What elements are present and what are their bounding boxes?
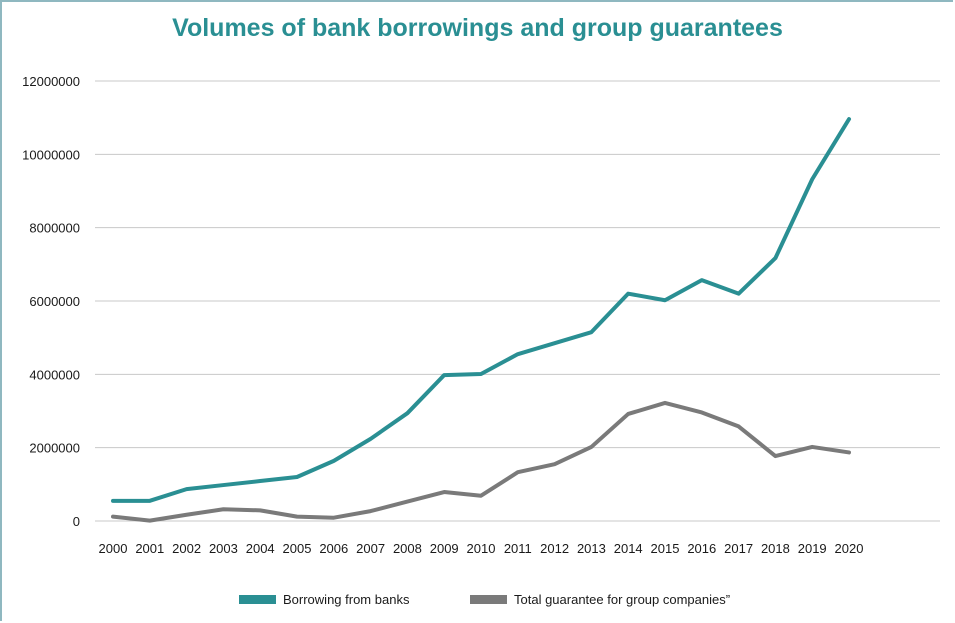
y-tick-label: 6000000 xyxy=(29,294,80,309)
x-tick-label: 2017 xyxy=(724,541,753,556)
data-point xyxy=(517,354,518,355)
x-tick-label: 2014 xyxy=(614,541,643,556)
legend-label: Total guarantee for group companies” xyxy=(514,592,730,607)
x-tick-label: 2011 xyxy=(504,541,532,556)
y-tick-label: 0 xyxy=(73,514,80,529)
data-point xyxy=(665,300,666,301)
x-tick-label: 2010 xyxy=(467,541,496,556)
x-tick-label: 2009 xyxy=(430,541,459,556)
data-point xyxy=(444,492,445,493)
x-tick-label: 2012 xyxy=(540,541,569,556)
data-point xyxy=(260,481,261,482)
data-point xyxy=(113,516,114,517)
y-tick-label: 2000000 xyxy=(29,441,80,456)
gridlines xyxy=(95,80,940,522)
data-point xyxy=(297,477,298,478)
x-tick-label: 2000 xyxy=(99,541,128,556)
y-tick-label: 8000000 xyxy=(29,221,80,236)
data-point xyxy=(370,511,371,512)
data-point xyxy=(333,517,334,518)
data-point xyxy=(812,446,813,447)
x-tick-label: 2020 xyxy=(835,541,864,556)
data-point xyxy=(407,413,408,414)
series-line-0 xyxy=(111,117,851,503)
data-point xyxy=(775,258,776,259)
data-point xyxy=(554,464,555,465)
data-point xyxy=(701,412,702,413)
data-point xyxy=(849,119,850,120)
data-point xyxy=(149,520,150,521)
data-point xyxy=(591,446,592,447)
series-lines xyxy=(111,117,851,523)
data-point xyxy=(775,456,776,457)
legend-label: Borrowing from banks xyxy=(283,592,410,607)
x-axis-ticks: 2000 2001 2002 2003 2004 2005 2006 2007 2008 2009… xyxy=(99,541,864,556)
data-point xyxy=(186,514,187,515)
data-point xyxy=(260,510,261,511)
data-point xyxy=(444,375,445,376)
x-tick-label: 2018 xyxy=(761,541,790,556)
data-point xyxy=(738,426,739,427)
data-point xyxy=(849,452,850,453)
legend-swatch xyxy=(239,595,276,604)
chart-title: Volumes of bank borrowings and group gua… xyxy=(172,14,783,42)
x-tick-label: 2004 xyxy=(246,541,275,556)
x-tick-label: 2005 xyxy=(283,541,312,556)
x-tick-label: 2013 xyxy=(577,541,606,556)
data-point xyxy=(186,489,187,490)
x-tick-label: 2015 xyxy=(651,541,680,556)
y-tick-label: 10000000 xyxy=(22,147,80,162)
legend: Borrowing from banks Total guarantee for … xyxy=(239,592,730,607)
data-point xyxy=(481,373,482,374)
data-point xyxy=(370,438,371,439)
data-point xyxy=(481,495,482,496)
x-tick-label: 2006 xyxy=(319,541,348,556)
x-tick-label: 2008 xyxy=(393,541,422,556)
series-line-1 xyxy=(111,400,851,523)
data-point xyxy=(738,293,739,294)
data-point xyxy=(554,343,555,344)
data-point xyxy=(407,501,408,502)
x-tick-label: 2001 xyxy=(135,541,164,556)
data-point xyxy=(333,460,334,461)
x-tick-label: 2019 xyxy=(798,541,827,556)
x-tick-label: 2002 xyxy=(172,541,201,556)
data-point xyxy=(701,280,702,281)
data-point xyxy=(812,179,813,180)
y-axis-ticks: 0 2000000 4000000 6000000 8000000 10000000 120… xyxy=(22,74,80,529)
legend-swatch xyxy=(470,595,507,604)
data-point xyxy=(517,472,518,473)
data-point xyxy=(297,516,298,517)
data-point xyxy=(628,413,629,414)
x-tick-label: 2003 xyxy=(209,541,238,556)
data-point xyxy=(223,509,224,510)
data-point xyxy=(113,500,114,501)
x-tick-label: 2016 xyxy=(687,541,716,556)
data-point xyxy=(149,500,150,501)
data-point xyxy=(591,332,592,333)
x-tick-label: 2007 xyxy=(356,541,385,556)
data-point xyxy=(223,485,224,486)
y-tick-label: 12000000 xyxy=(22,74,80,89)
y-tick-label: 4000000 xyxy=(29,367,80,382)
data-point xyxy=(628,293,629,294)
data-point xyxy=(665,402,666,403)
